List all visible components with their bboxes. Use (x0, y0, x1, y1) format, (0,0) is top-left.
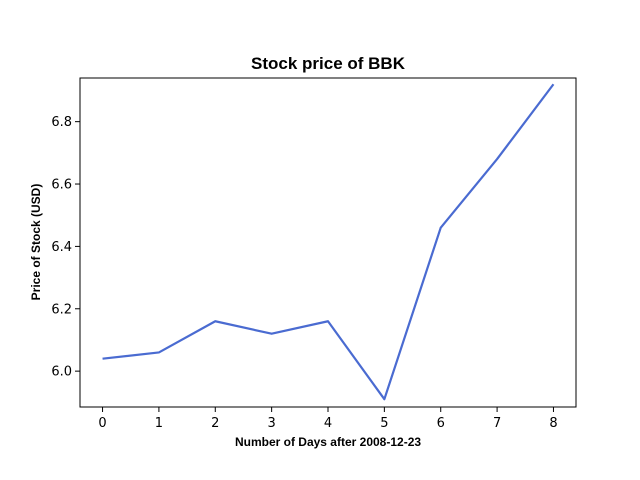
y-axis: 6.0 6.2 6.4 6.6 6.8 (51, 115, 80, 380)
x-tick-label: 4 (324, 416, 332, 431)
x-tick-label: 7 (493, 416, 501, 431)
x-tick-label: 2 (211, 416, 219, 431)
x-axis: 0 1 2 3 4 5 6 7 8 (98, 407, 558, 431)
y-tick-label: 6.6 (51, 178, 72, 193)
x-tick-label: 6 (437, 416, 445, 431)
x-axis-label: Number of Days after 2008-12-23 (235, 435, 421, 449)
y-axis-label: Price of Stock (USD) (29, 184, 43, 301)
x-tick-label: 5 (380, 416, 388, 431)
y-tick-label: 6.2 (51, 302, 72, 317)
x-tick-label: 0 (98, 416, 106, 431)
x-tick-label: 1 (155, 416, 163, 431)
chart-title: Stock price of BBK (251, 54, 406, 73)
y-tick-label: 6.4 (51, 240, 72, 255)
y-tick-label: 6.0 (51, 365, 72, 380)
x-tick-label: 3 (267, 416, 275, 431)
x-tick-label: 8 (549, 416, 557, 431)
y-tick-label: 6.8 (51, 115, 72, 130)
series-line-0 (102, 83, 555, 401)
